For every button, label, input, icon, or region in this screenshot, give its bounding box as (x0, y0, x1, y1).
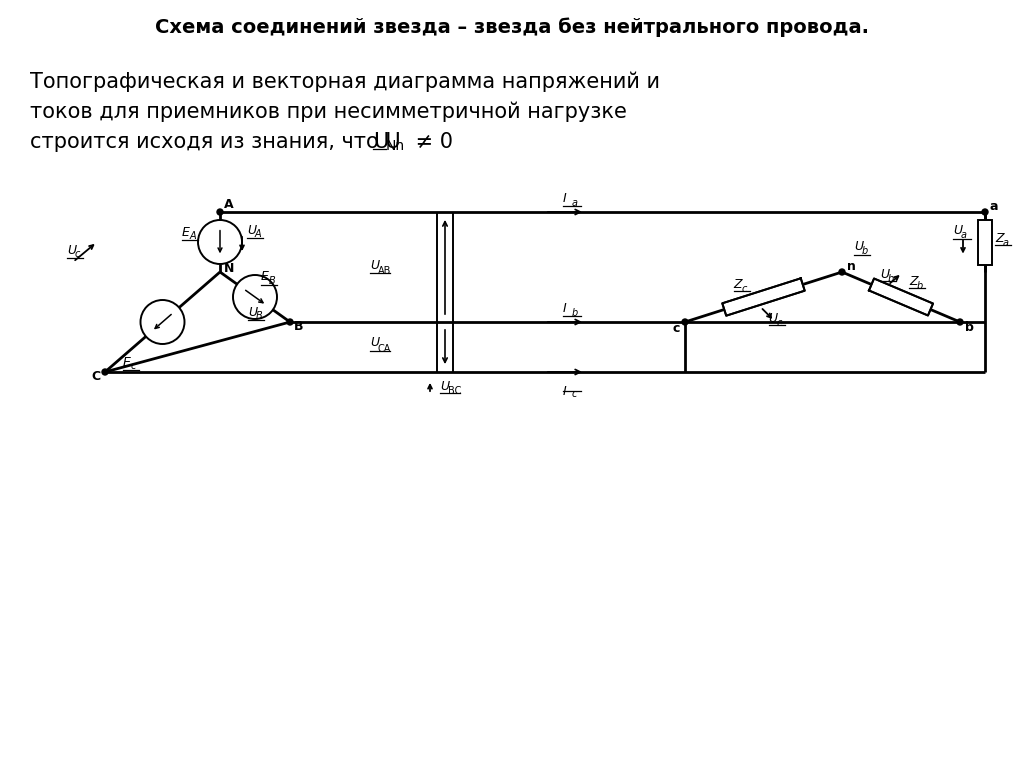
Circle shape (982, 209, 988, 215)
Circle shape (957, 319, 963, 325)
Polygon shape (869, 278, 933, 315)
Text: Z: Z (733, 278, 742, 291)
Text: U: U (370, 258, 379, 272)
Text: b: b (862, 246, 868, 256)
Text: U: U (880, 268, 889, 281)
Text: U: U (248, 305, 257, 318)
Text: строится исходя из знания, что U: строится исходя из знания, что U (30, 132, 400, 152)
Text: b: b (888, 274, 894, 284)
Text: c: c (776, 318, 782, 328)
Text: U: U (440, 380, 450, 393)
Text: c: c (572, 389, 578, 399)
Text: U: U (247, 223, 256, 236)
Text: b: b (572, 308, 579, 318)
Text: U: U (370, 337, 379, 350)
Text: U: U (953, 224, 963, 237)
Text: U: U (854, 241, 863, 254)
Text: b: b (965, 321, 974, 334)
Text: Z: Z (995, 232, 1004, 245)
Bar (978, 220, 992, 265)
Text: U: U (373, 132, 388, 152)
Circle shape (102, 369, 108, 375)
Text: A: A (190, 231, 197, 241)
Text: U: U (768, 312, 777, 325)
Circle shape (217, 209, 223, 215)
Text: c: c (741, 284, 746, 294)
Text: n: n (847, 261, 856, 274)
Text: AB: AB (378, 266, 391, 276)
Text: CA: CA (378, 344, 391, 354)
Text: Схема соединений звезда – звезда без нейтрального провода.: Схема соединений звезда – звезда без ней… (155, 17, 869, 37)
Text: I: I (563, 193, 566, 206)
Text: c: c (131, 361, 136, 371)
Text: Топографическая и векторная диаграмма напряжений и: Топографическая и векторная диаграмма на… (30, 72, 660, 92)
Text: B: B (256, 311, 263, 321)
Circle shape (839, 269, 845, 275)
Text: E: E (182, 225, 189, 239)
Circle shape (287, 319, 293, 325)
Text: Z: Z (909, 275, 918, 288)
Text: a: a (1002, 238, 1009, 248)
Text: U: U (67, 243, 76, 256)
Text: I: I (563, 385, 566, 398)
Text: c: c (673, 322, 680, 335)
Text: E: E (261, 271, 269, 284)
Text: ≠ 0: ≠ 0 (409, 132, 453, 152)
Text: a: a (961, 229, 967, 239)
Text: Nn: Nn (386, 139, 406, 153)
Text: N: N (224, 262, 234, 275)
Text: E: E (123, 355, 131, 368)
Circle shape (682, 319, 688, 325)
Text: c: c (75, 249, 80, 259)
Polygon shape (722, 278, 805, 316)
Text: A: A (224, 197, 233, 210)
Text: B: B (269, 276, 275, 286)
Text: BC: BC (449, 386, 462, 396)
Text: B: B (294, 321, 303, 334)
Text: A: A (255, 229, 261, 239)
Text: I: I (563, 302, 566, 315)
Text: C: C (92, 370, 101, 384)
Text: b: b (918, 281, 924, 291)
Text: токов для приемников при несимметричной нагрузке: токов для приемников при несимметричной … (30, 102, 627, 122)
Text: a: a (572, 198, 578, 208)
Text: a: a (990, 199, 998, 212)
